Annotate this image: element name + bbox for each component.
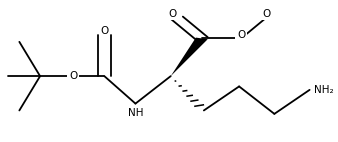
Text: O: O <box>262 9 270 19</box>
Text: NH₂: NH₂ <box>314 85 333 95</box>
Text: O: O <box>237 30 245 40</box>
Text: NH: NH <box>128 108 143 118</box>
Polygon shape <box>171 38 208 76</box>
Text: O: O <box>69 71 77 81</box>
Text: O: O <box>169 9 177 19</box>
Text: O: O <box>100 26 108 36</box>
